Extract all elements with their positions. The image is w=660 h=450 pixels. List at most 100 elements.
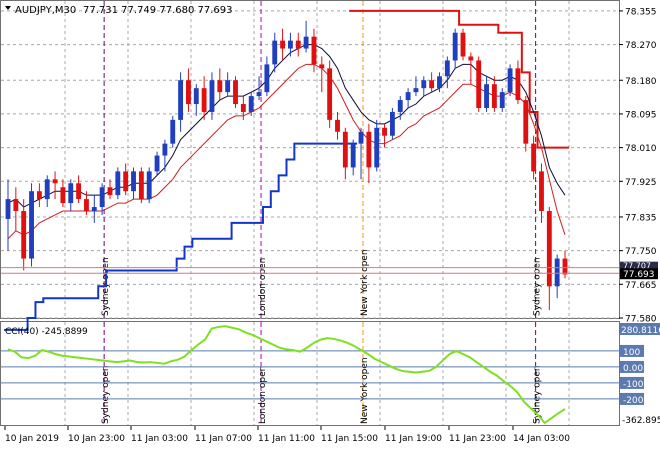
candle-body xyxy=(264,64,270,93)
candle-body xyxy=(303,36,309,49)
stop-line-low xyxy=(4,142,358,331)
candle-body xyxy=(476,60,482,108)
price-label-secondary: 77.707 xyxy=(623,262,651,271)
triangle-down-icon[interactable] xyxy=(5,6,11,10)
candle-body xyxy=(13,199,19,212)
candle-body xyxy=(123,171,129,192)
candle-body xyxy=(531,143,537,172)
y-tick-label: 77.665 xyxy=(625,281,657,291)
cci-panel-frame xyxy=(0,321,620,426)
candle-body xyxy=(460,32,466,57)
candle-body xyxy=(405,92,411,101)
candle-body xyxy=(272,40,278,65)
cci-label: CCI(40) -245.8899 xyxy=(5,327,88,337)
session-label: London open xyxy=(258,258,268,316)
cci-level-label-bg xyxy=(620,392,644,405)
candle-body xyxy=(68,183,74,204)
cci-max-label: 280.8116 xyxy=(621,326,660,336)
candle-body xyxy=(358,131,364,144)
y-tick-label: 78.095 xyxy=(625,110,657,120)
candle-body xyxy=(225,80,231,93)
x-tick-label: 11 Jan 19:00 xyxy=(385,434,442,444)
cci-line xyxy=(7,325,566,425)
candle-body xyxy=(5,199,11,219)
candle-body xyxy=(546,211,552,287)
candle-body xyxy=(374,127,380,168)
candle-body xyxy=(319,64,325,69)
candle-body xyxy=(554,258,560,287)
candle-body xyxy=(146,171,152,200)
cci-max-label-bg xyxy=(620,323,660,335)
price-label-secondary-bg xyxy=(620,261,658,271)
candle-body xyxy=(421,80,427,89)
cci-level-label: -100 xyxy=(623,380,644,390)
candle-body xyxy=(389,111,395,136)
session-markers: Sydney open Sydney open London open London … xyxy=(101,1,543,425)
candle-body xyxy=(350,143,356,168)
candle-body xyxy=(115,171,121,196)
y-tick-label: 78.270 xyxy=(625,41,657,51)
candle-body xyxy=(311,36,317,65)
candle-body xyxy=(154,155,160,172)
x-tick-label: 11 Jan 23:00 xyxy=(449,434,506,444)
candle-body xyxy=(36,191,42,200)
candle-body xyxy=(256,92,262,97)
y-tick-label: 77.750 xyxy=(625,247,657,257)
session-label: New York open xyxy=(360,357,370,424)
session-label: Sydney open xyxy=(533,257,543,316)
candles xyxy=(5,20,568,311)
y-tick-label: 78.180 xyxy=(625,77,657,87)
candle-body xyxy=(178,80,184,120)
candle-body xyxy=(209,80,215,112)
y-tick-label: 78.010 xyxy=(625,144,657,154)
cci-level-label-bg xyxy=(620,360,644,373)
price-label-current: 77.693 xyxy=(623,270,655,280)
cci-level-label-bg xyxy=(620,376,644,389)
x-tick-label: 10 Jan 2019 xyxy=(5,434,59,444)
candle-body xyxy=(452,32,458,61)
candle-body xyxy=(217,80,223,93)
candle-body xyxy=(327,68,333,120)
candle-body xyxy=(248,96,254,112)
candle-body xyxy=(21,211,27,259)
candle-body xyxy=(515,68,521,101)
candle-body xyxy=(507,68,513,93)
candle-body xyxy=(138,171,144,200)
session-label: London open xyxy=(258,366,268,424)
candle-body xyxy=(397,100,403,112)
ohlc-values: 77.731 77.749 77.680 77.693 xyxy=(83,5,233,16)
candle-body xyxy=(29,191,34,259)
candle-body xyxy=(60,187,66,204)
x-tick-label: 11 Jan 15:00 xyxy=(321,434,378,444)
price-panel-frame xyxy=(0,0,620,319)
candle-body xyxy=(484,84,489,108)
x-tick-label: 11 Jan 07:00 xyxy=(195,434,252,444)
candle-body xyxy=(342,131,348,168)
candle-body xyxy=(539,171,544,212)
candle-body xyxy=(107,187,113,196)
cci-indicator: 100 0.00 -100 -200 280.8116 -362.895 xyxy=(1,323,660,426)
candle-body xyxy=(170,119,176,144)
candle-body xyxy=(76,183,82,200)
candle-body xyxy=(499,92,505,108)
candle-body xyxy=(84,199,89,212)
price-label-current-bg xyxy=(620,268,658,280)
session-label: New York open xyxy=(360,249,370,316)
x-tick-label: 10 Jan 23:00 xyxy=(68,434,125,444)
x-tick-label: 11 Jan 03:00 xyxy=(131,434,188,444)
candle-body xyxy=(429,80,435,89)
y-tick-label: 77.580 xyxy=(625,315,657,325)
cci-min-label: -362.895 xyxy=(622,416,660,426)
candle-body xyxy=(437,76,442,89)
candle-body xyxy=(523,100,529,144)
cci-level-label: -200 xyxy=(623,396,644,406)
candle-body xyxy=(562,258,568,275)
cci-level-label: 0.00 xyxy=(623,364,643,374)
cci-level-label: 100 xyxy=(623,348,640,358)
candle-body xyxy=(52,179,58,184)
candle-body xyxy=(201,88,207,112)
candle-body xyxy=(335,119,340,132)
candle-body xyxy=(91,207,97,212)
candle-body xyxy=(99,187,105,208)
candle-body xyxy=(444,60,450,77)
